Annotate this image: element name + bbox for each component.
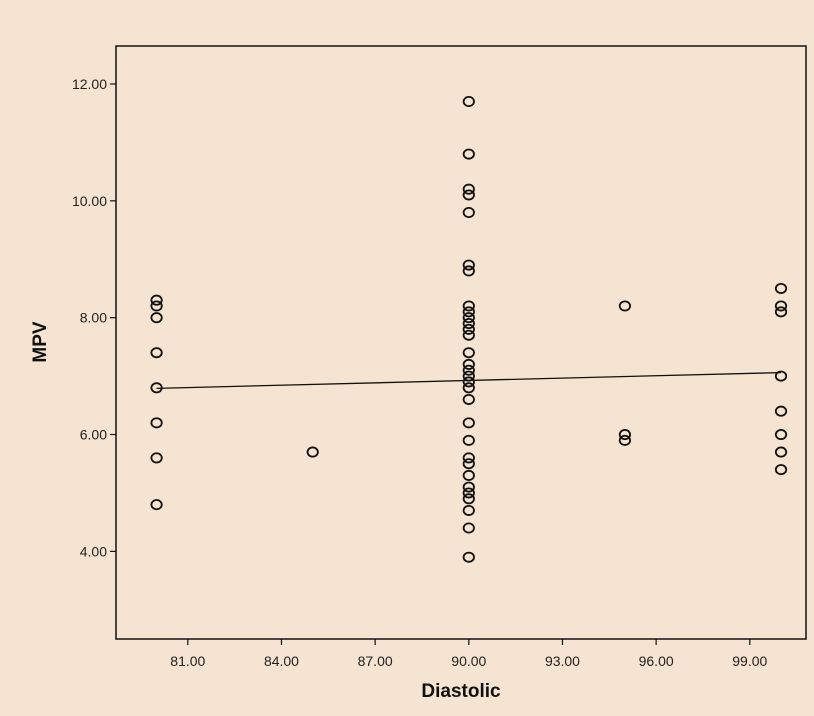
x-tick-label: 90.00 bbox=[451, 653, 486, 669]
data-point bbox=[150, 312, 163, 324]
data-point bbox=[774, 405, 788, 417]
data-point bbox=[774, 370, 788, 382]
x-tick-label: 99.00 bbox=[732, 653, 767, 669]
data-point bbox=[150, 382, 163, 394]
data-point bbox=[462, 347, 475, 359]
data-point bbox=[618, 300, 632, 312]
data-point bbox=[462, 382, 475, 394]
data-point bbox=[462, 364, 475, 376]
x-tick-label: 87.00 bbox=[358, 653, 393, 669]
data-point bbox=[462, 551, 475, 563]
data-point bbox=[462, 318, 475, 330]
data-point bbox=[462, 434, 475, 446]
y-tick-label: 12.00 bbox=[72, 76, 107, 92]
plot-frame bbox=[115, 45, 807, 640]
data-point bbox=[462, 469, 475, 481]
data-point bbox=[150, 452, 163, 464]
data-point bbox=[618, 429, 632, 441]
x-tick-label: 93.00 bbox=[545, 653, 580, 669]
x-axis: 81.00 84.00 87.00 90.00 93.00 96.00 99.00 bbox=[170, 639, 768, 669]
y-axis-title: MPV bbox=[30, 321, 51, 363]
data-point bbox=[462, 358, 475, 370]
y-tick-label: 4.00 bbox=[80, 543, 107, 559]
data-point bbox=[462, 259, 475, 271]
x-tick-label: 81.00 bbox=[170, 653, 205, 669]
data-point bbox=[774, 464, 788, 476]
data-point bbox=[462, 376, 475, 388]
data-point bbox=[462, 306, 475, 318]
y-axis: 4.00 6.00 8.00 10.00 12.00 bbox=[72, 76, 116, 559]
data-point bbox=[462, 329, 475, 341]
data-point bbox=[462, 183, 475, 195]
data-point bbox=[462, 207, 475, 219]
data-point bbox=[462, 393, 475, 405]
data-point bbox=[462, 522, 475, 534]
x-tick-label: 84.00 bbox=[264, 653, 299, 669]
data-point bbox=[462, 481, 475, 493]
data-point bbox=[774, 306, 788, 318]
data-point bbox=[462, 96, 475, 108]
data-point bbox=[618, 434, 632, 446]
data-point bbox=[462, 300, 475, 312]
data-point bbox=[150, 417, 163, 429]
data-point bbox=[462, 189, 475, 201]
y-tick-label: 10.00 bbox=[72, 193, 107, 209]
data-point bbox=[462, 148, 475, 160]
data-point bbox=[774, 300, 788, 312]
data-point bbox=[462, 487, 475, 499]
data-point bbox=[150, 294, 163, 306]
data-point bbox=[306, 446, 319, 458]
data-point bbox=[462, 370, 475, 382]
data-point bbox=[150, 347, 163, 359]
points-layer bbox=[150, 96, 788, 563]
data-point bbox=[462, 504, 475, 516]
data-point bbox=[774, 446, 788, 458]
data-point bbox=[150, 300, 163, 312]
data-point bbox=[462, 323, 475, 335]
data-point bbox=[462, 312, 475, 324]
data-point bbox=[462, 458, 475, 470]
x-tick-label: 96.00 bbox=[639, 653, 674, 669]
data-point bbox=[150, 499, 163, 511]
data-point bbox=[462, 452, 475, 464]
data-point bbox=[462, 493, 475, 505]
data-point bbox=[774, 282, 788, 294]
y-tick-label: 6.00 bbox=[80, 427, 107, 443]
data-point bbox=[462, 417, 475, 429]
data-point bbox=[462, 265, 475, 277]
x-axis-title: Diastolic bbox=[421, 681, 501, 702]
data-point bbox=[774, 429, 788, 441]
y-tick-label: 8.00 bbox=[80, 310, 107, 326]
